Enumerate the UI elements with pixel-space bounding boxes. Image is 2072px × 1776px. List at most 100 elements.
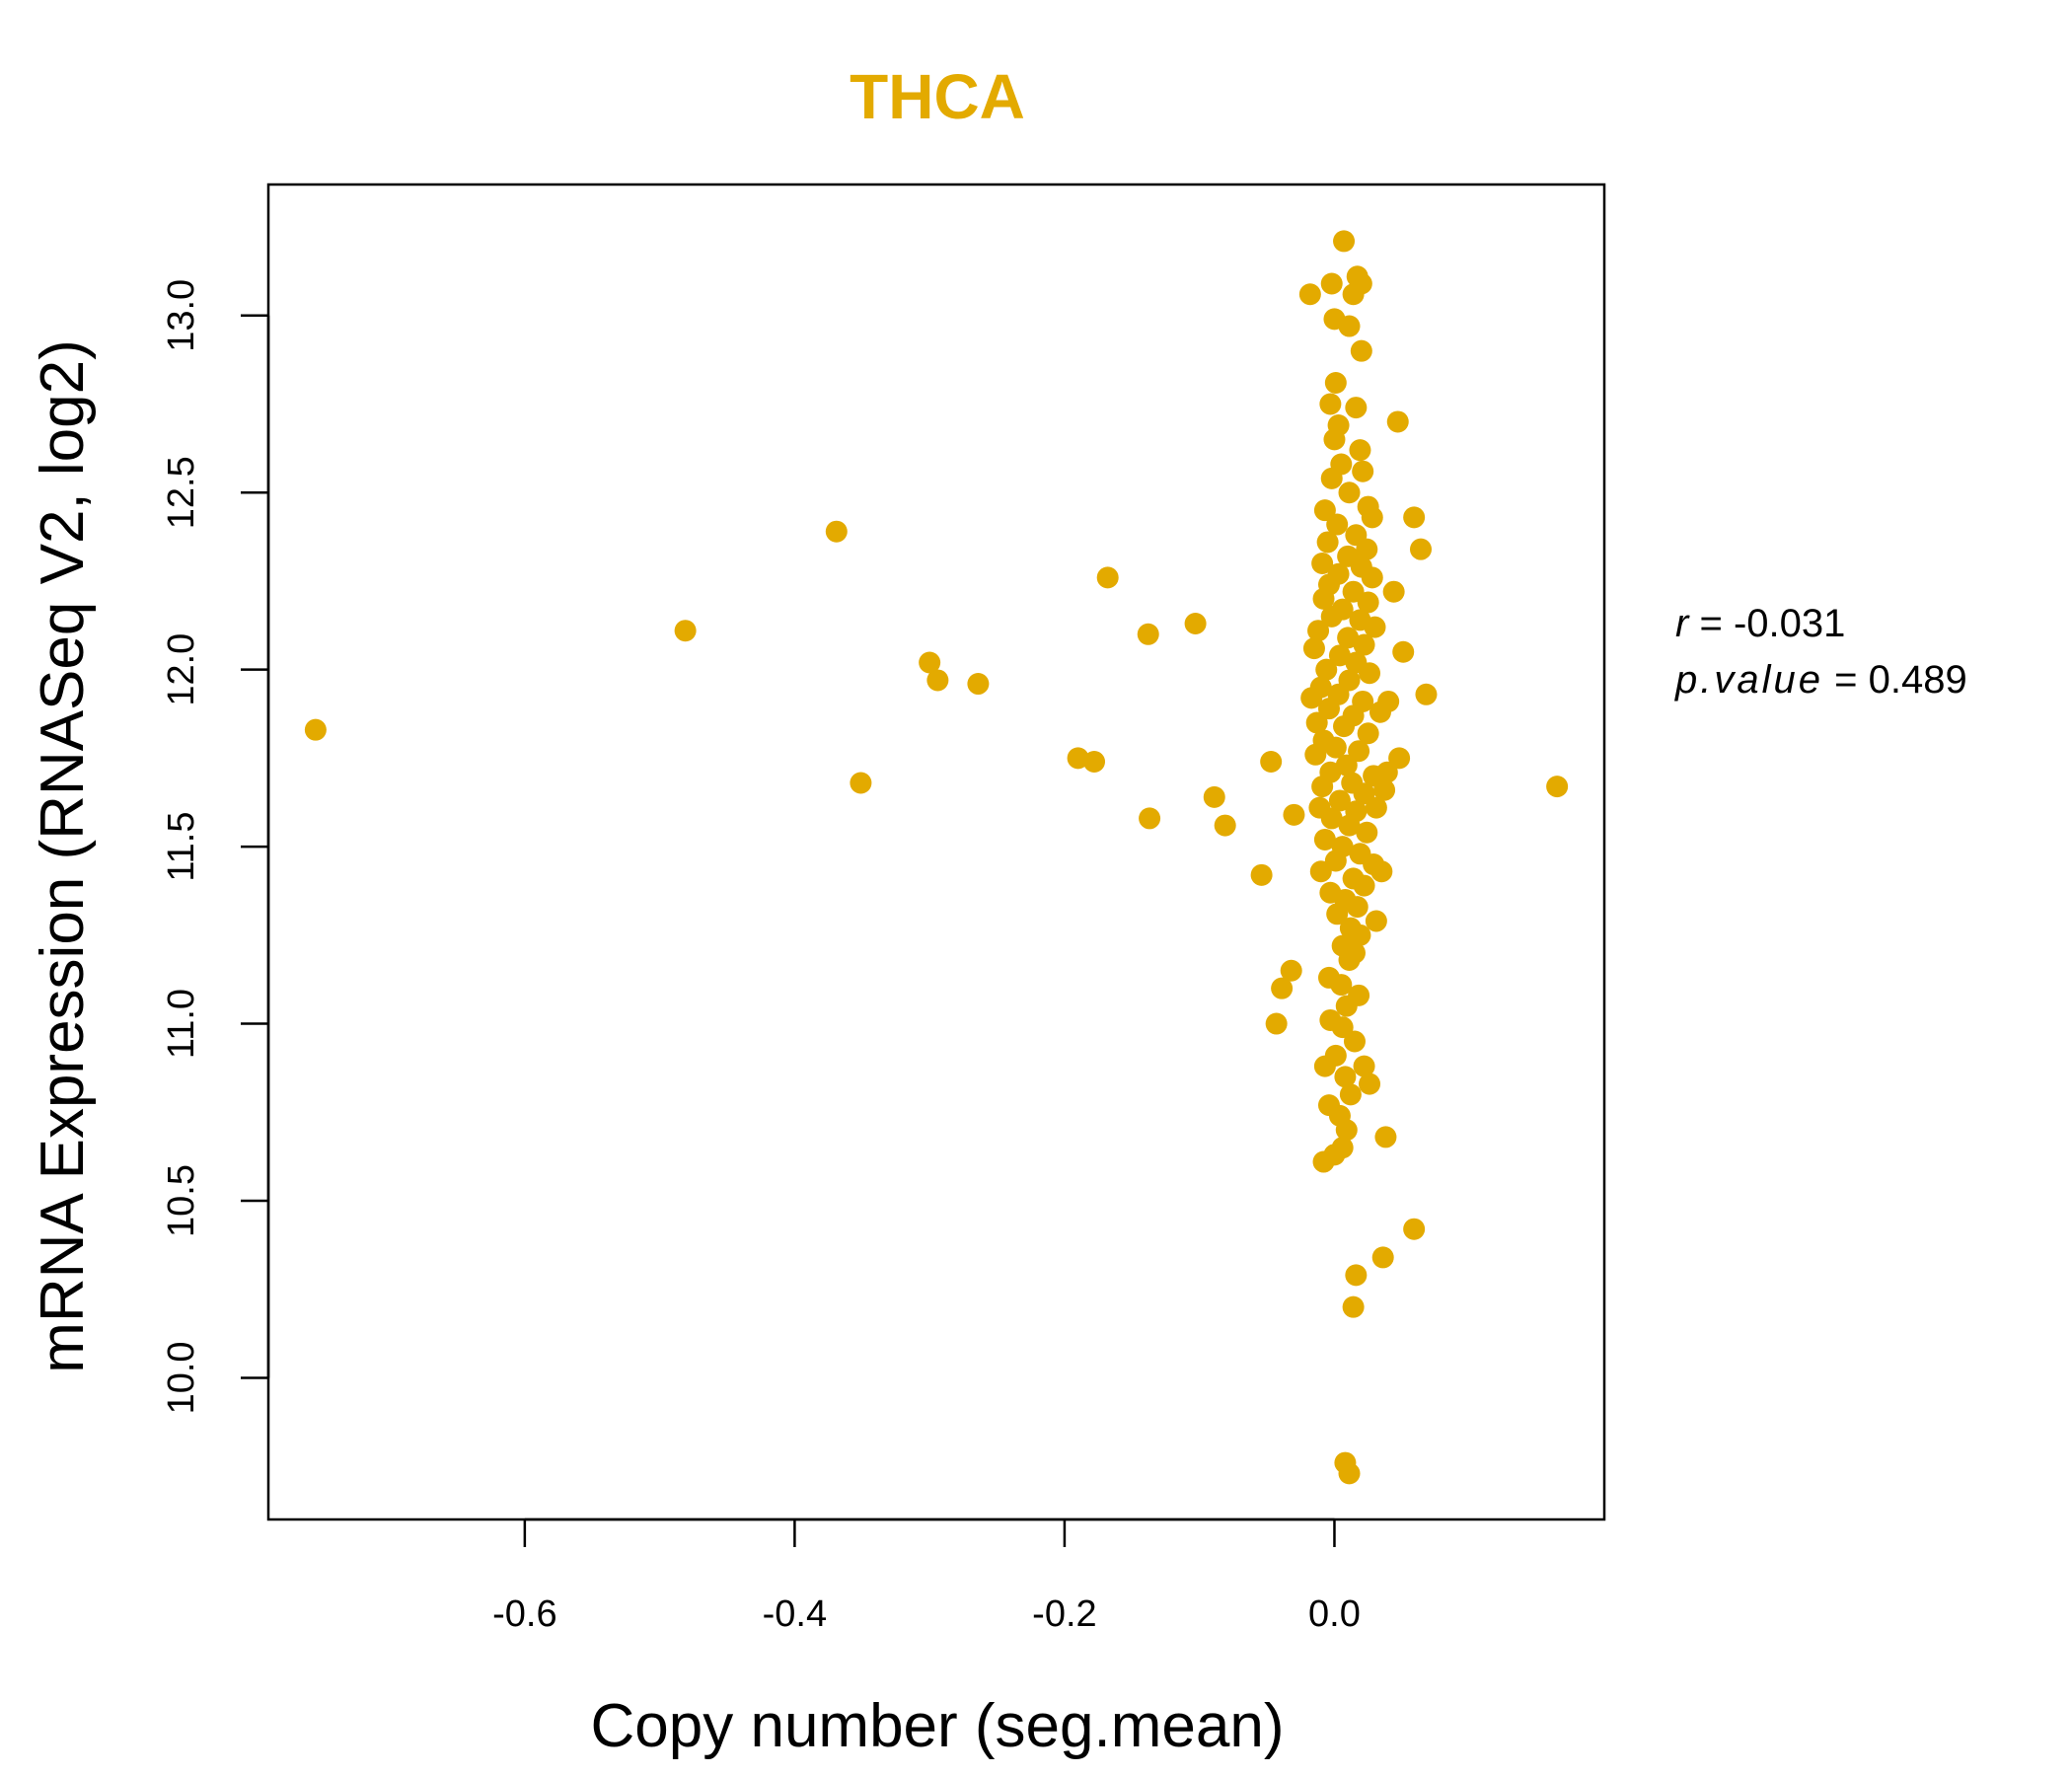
data-point (1338, 315, 1361, 337)
data-point (1403, 506, 1426, 529)
data-point (674, 620, 697, 642)
data-point (1348, 740, 1370, 763)
data-point (1280, 959, 1302, 982)
data-point (1265, 1012, 1288, 1035)
data-point (1334, 1066, 1357, 1088)
data-point (1283, 803, 1305, 826)
x-tick-label: 0.0 (1308, 1593, 1361, 1635)
x-axis: -0.6 -0.4 -0.2 0.0 (492, 1517, 1361, 1635)
y-axis: 10.0 10.5 11.0 11.5 12.0 12.5 13.0 (161, 279, 270, 1414)
data-point (1339, 1083, 1362, 1106)
data-point (825, 520, 848, 543)
data-point (1349, 924, 1371, 946)
data-point (1320, 605, 1343, 628)
data-point (1302, 637, 1325, 660)
data-point (1353, 633, 1375, 656)
data-point (1326, 903, 1349, 925)
data-point (1350, 339, 1372, 362)
data-point (1305, 711, 1328, 734)
data-point (1374, 1126, 1397, 1148)
data-point (1361, 506, 1383, 529)
data-point (1342, 283, 1365, 306)
y-tick-label: 12.0 (161, 633, 202, 706)
data-point (1356, 821, 1378, 844)
data-point (1307, 620, 1330, 642)
data-point (1333, 230, 1356, 253)
data-point (1313, 1055, 1336, 1077)
data-point (1331, 1016, 1354, 1039)
data-point (1361, 566, 1383, 589)
data-point (1324, 371, 1347, 394)
data-point (1312, 1150, 1335, 1173)
y-axis-label: mRNA Expression (RNASeq V2, log2) (29, 339, 97, 1373)
p-label: p.value (1674, 658, 1823, 702)
data-point (1345, 397, 1368, 419)
data-point (1214, 814, 1236, 837)
data-point (1546, 776, 1569, 798)
data-point (1271, 977, 1294, 999)
data-point (1250, 863, 1273, 886)
x-axis-label: Copy number (seg.mean) (591, 1692, 1285, 1760)
data-point (1353, 874, 1375, 897)
data-point (1371, 1246, 1394, 1269)
data-point (1345, 1264, 1368, 1287)
data-point (1357, 722, 1379, 745)
r-equals: = (1699, 602, 1733, 645)
data-point (1352, 460, 1374, 482)
data-point (1388, 747, 1411, 770)
data-point (1343, 1030, 1366, 1053)
data-point (1392, 640, 1415, 663)
data-point (1328, 644, 1351, 667)
data-point (1137, 623, 1159, 645)
x-tick-label: -0.6 (492, 1593, 556, 1635)
data-point (1346, 896, 1369, 919)
data-point (1357, 591, 1379, 614)
y-tick-label: 13.0 (161, 279, 202, 352)
data-point (1311, 553, 1334, 575)
data-point (1320, 467, 1343, 489)
data-point (1309, 860, 1332, 883)
data-point (1203, 785, 1225, 808)
plot-frame (266, 183, 1606, 1521)
y-tick-label: 10.5 (161, 1164, 202, 1237)
y-tick-label: 11.0 (161, 989, 202, 1059)
data-point (1330, 974, 1353, 997)
data-point (1315, 658, 1338, 681)
data-point (1184, 613, 1207, 635)
data-point (1359, 1073, 1381, 1095)
data-point (1067, 747, 1089, 770)
data-point (1403, 1218, 1426, 1240)
data-point (1353, 782, 1375, 805)
data-point (1349, 439, 1371, 462)
r-value: -0.031 (1734, 602, 1845, 645)
data-point (1304, 743, 1327, 766)
data-point (1409, 538, 1432, 560)
data-point (1373, 778, 1396, 801)
data-point (1338, 481, 1361, 504)
data-point (926, 669, 949, 692)
correlation-stats: r = -0.031 p.value = 0.489 (1674, 602, 1967, 702)
data-point (1316, 531, 1339, 554)
data-point (1369, 701, 1391, 723)
data-point (1337, 627, 1360, 649)
y-tick-label: 10.0 (161, 1341, 202, 1414)
data-point (1375, 761, 1398, 783)
data-point (1083, 750, 1106, 773)
data-point (1326, 513, 1349, 536)
data-point (1300, 687, 1323, 709)
data-point (1298, 283, 1321, 306)
data-point (1313, 499, 1336, 522)
x-tick-label: -0.2 (1032, 1593, 1096, 1635)
data-point (1096, 566, 1119, 589)
y-tick-label: 12.5 (161, 456, 202, 529)
data-point (1335, 995, 1358, 1017)
data-point (1319, 393, 1342, 415)
data-point (1311, 776, 1334, 798)
data-point (1320, 807, 1343, 830)
data-point (1335, 1119, 1358, 1142)
data-point (1365, 796, 1387, 819)
data-point (1364, 616, 1386, 638)
x-tick-label: -0.4 (763, 1593, 827, 1635)
data-point (1312, 587, 1335, 610)
p-value: 0.489 (1869, 658, 1967, 702)
